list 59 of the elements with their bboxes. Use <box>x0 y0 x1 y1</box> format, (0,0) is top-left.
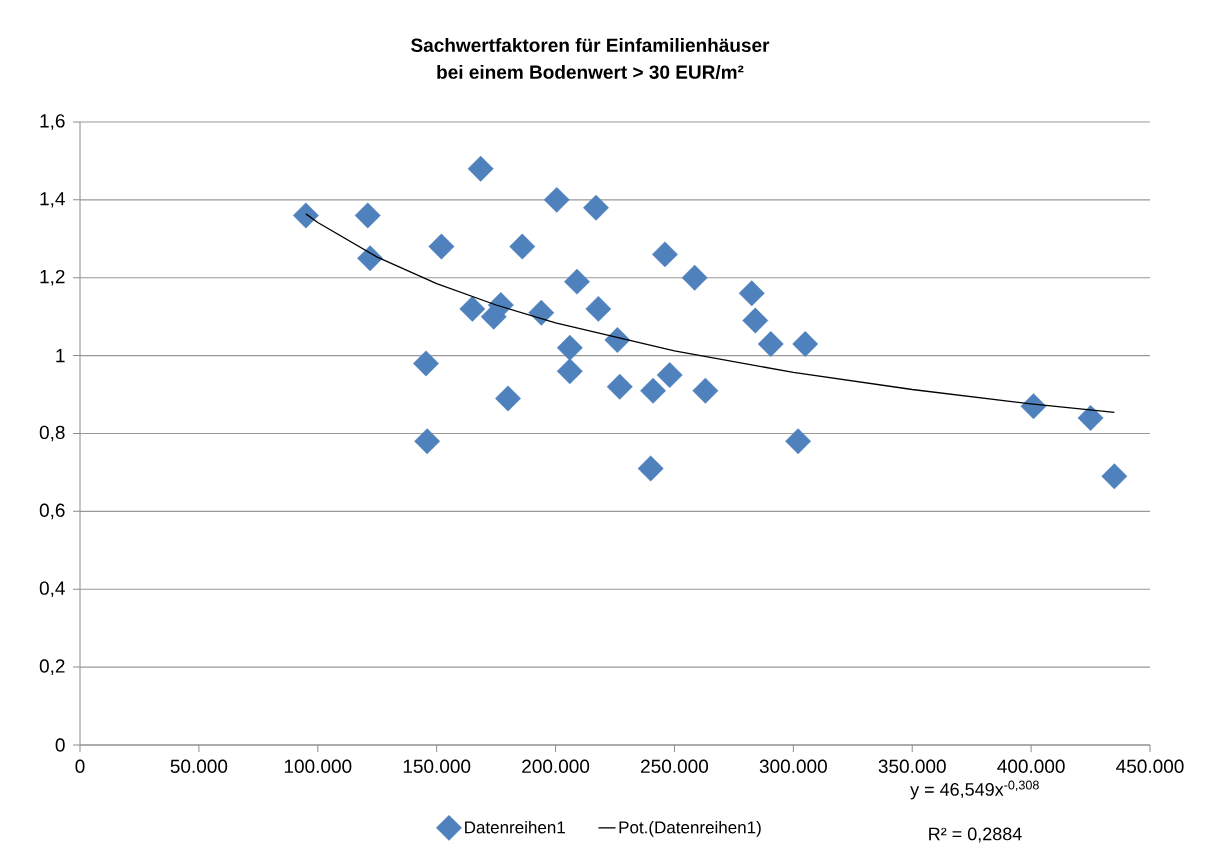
point <box>742 307 769 334</box>
text: y = 46,549x$^{-0,308}$ <box>910 780 1039 800</box>
x-tick-label: 200.000 <box>522 759 590 773</box>
point <box>1101 463 1128 490</box>
y-tick-label: 1,6 <box>40 114 65 130</box>
legend-label: Pot.(Datenreihen1) <box>619 820 761 837</box>
legend-label: Datenreihen1 <box>465 820 565 834</box>
point <box>556 334 583 361</box>
point <box>738 280 765 307</box>
x-tick-label: 100.000 <box>284 759 352 773</box>
x-tick-label: 0 <box>75 759 85 773</box>
point <box>640 377 666 404</box>
point <box>556 358 583 385</box>
point <box>428 233 455 260</box>
point <box>637 455 664 482</box>
point <box>757 331 784 357</box>
x-tick-label: 400.000 <box>997 759 1065 773</box>
point <box>606 373 633 400</box>
point <box>564 268 590 295</box>
x-tick-label: 350.000 <box>878 759 946 773</box>
point <box>681 264 708 291</box>
point <box>585 295 612 322</box>
text: R² = 0,2884 <box>929 827 1022 843</box>
point <box>692 377 719 404</box>
y-tick-label: 1 <box>56 349 65 363</box>
x-tick-label: 300.000 <box>759 759 827 773</box>
point <box>487 292 514 318</box>
point <box>656 362 683 389</box>
point <box>528 299 555 326</box>
point <box>467 155 494 182</box>
y-tick-label: 0,8 <box>39 425 65 442</box>
x-tick-label: 50.000 <box>170 759 228 773</box>
point <box>495 385 521 412</box>
point <box>652 241 678 268</box>
point <box>292 202 319 229</box>
point <box>413 350 439 377</box>
y-tick-label: 0,2 <box>39 659 65 675</box>
point <box>1020 393 1047 420</box>
y-tick-label: 1,4 <box>40 192 65 208</box>
point <box>583 194 609 221</box>
y-tick-label: 1,2 <box>40 269 65 286</box>
point <box>509 233 536 260</box>
x-tick-label: 150.000 <box>403 759 471 773</box>
point <box>1077 404 1104 431</box>
chart-subtitle: bei einem Bodenwert > 30 EUR/m² <box>437 64 744 80</box>
point <box>792 331 819 357</box>
y-tick-label: 0,6 <box>39 503 65 520</box>
point <box>785 428 812 455</box>
y-tick-label: 0,4 <box>39 581 65 598</box>
point <box>459 295 486 322</box>
x-tick-label: 450.000 <box>1116 759 1184 773</box>
point <box>357 245 384 272</box>
point <box>604 327 631 353</box>
y-tick-label: 0 <box>55 738 65 752</box>
chart-title: Sachwertfaktoren für Einfamilienhäuser <box>411 38 770 52</box>
point <box>354 202 381 229</box>
x-tick-label: 250.000 <box>641 759 709 773</box>
point <box>543 186 570 213</box>
point <box>414 428 441 455</box>
